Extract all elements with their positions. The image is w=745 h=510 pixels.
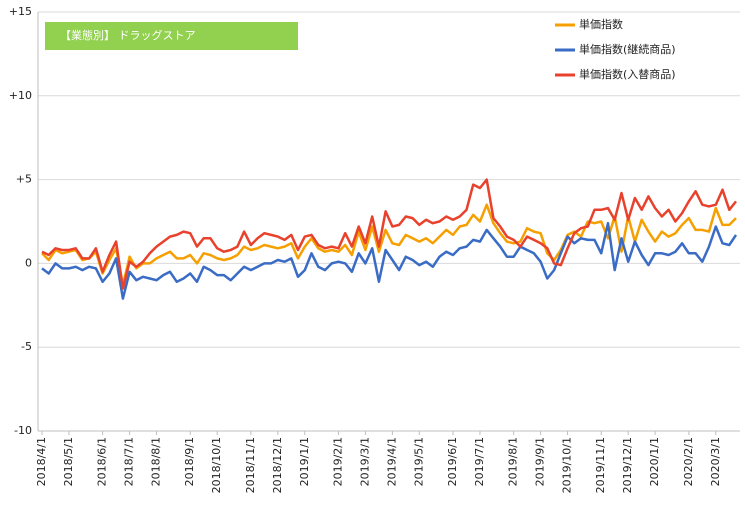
x-tick-label: 2019/5/1 bbox=[412, 437, 425, 486]
x-tick-label: 2018/10/1 bbox=[210, 437, 223, 493]
y-tick-label: +10 bbox=[9, 89, 32, 102]
x-tick-label: 2019/2/1 bbox=[331, 437, 344, 486]
x-tick-label: 2019/9/1 bbox=[534, 437, 547, 486]
x-tick-label: 2019/12/1 bbox=[621, 437, 634, 493]
x-tick-label: 2019/7/1 bbox=[473, 437, 486, 486]
legend-label: 単価指数(入替商品) bbox=[579, 67, 676, 81]
x-tick-label: 2020/1/1 bbox=[648, 437, 661, 486]
x-tick-label: 2019/6/1 bbox=[446, 437, 459, 486]
x-tick-label: 2019/1/1 bbox=[298, 437, 311, 486]
x-tick-label: 2019/8/1 bbox=[507, 437, 520, 486]
legend-label: 単価指数(継続商品) bbox=[579, 42, 676, 56]
x-tick-label: 2019/11/1 bbox=[594, 437, 607, 493]
x-tick-label: 2020/3/1 bbox=[709, 437, 722, 486]
x-tick-label: 2018/8/1 bbox=[150, 437, 163, 486]
y-tick-label: +15 bbox=[9, 5, 32, 18]
x-tick-label: 2019/10/1 bbox=[561, 437, 574, 493]
x-tick-label: 2018/9/1 bbox=[183, 437, 196, 486]
x-tick-label: 2018/11/1 bbox=[244, 437, 257, 493]
legend-label: 単価指数 bbox=[579, 17, 623, 31]
y-tick-label: -5 bbox=[21, 340, 32, 353]
x-tick-label: 2018/5/1 bbox=[62, 437, 75, 486]
series-line bbox=[41, 221, 738, 300]
title-box bbox=[45, 22, 298, 50]
x-tick-label: 2018/7/1 bbox=[123, 437, 136, 486]
y-tick-label: 0 bbox=[25, 256, 32, 269]
x-tick-label: 2019/3/1 bbox=[358, 437, 371, 486]
x-tick-label: 2019/4/1 bbox=[385, 437, 398, 486]
y-tick-label: -10 bbox=[14, 424, 32, 437]
x-tick-label: 2018/6/1 bbox=[96, 437, 109, 486]
x-tick-label: 2018/12/1 bbox=[271, 437, 284, 493]
series-line bbox=[41, 178, 737, 290]
x-tick-label: 2020/2/1 bbox=[682, 437, 695, 486]
y-tick-label: +5 bbox=[16, 173, 32, 186]
x-tick-label: 2018/4/1 bbox=[35, 437, 48, 486]
chart-title: 【業態別】 ドラッグストア bbox=[60, 28, 196, 42]
